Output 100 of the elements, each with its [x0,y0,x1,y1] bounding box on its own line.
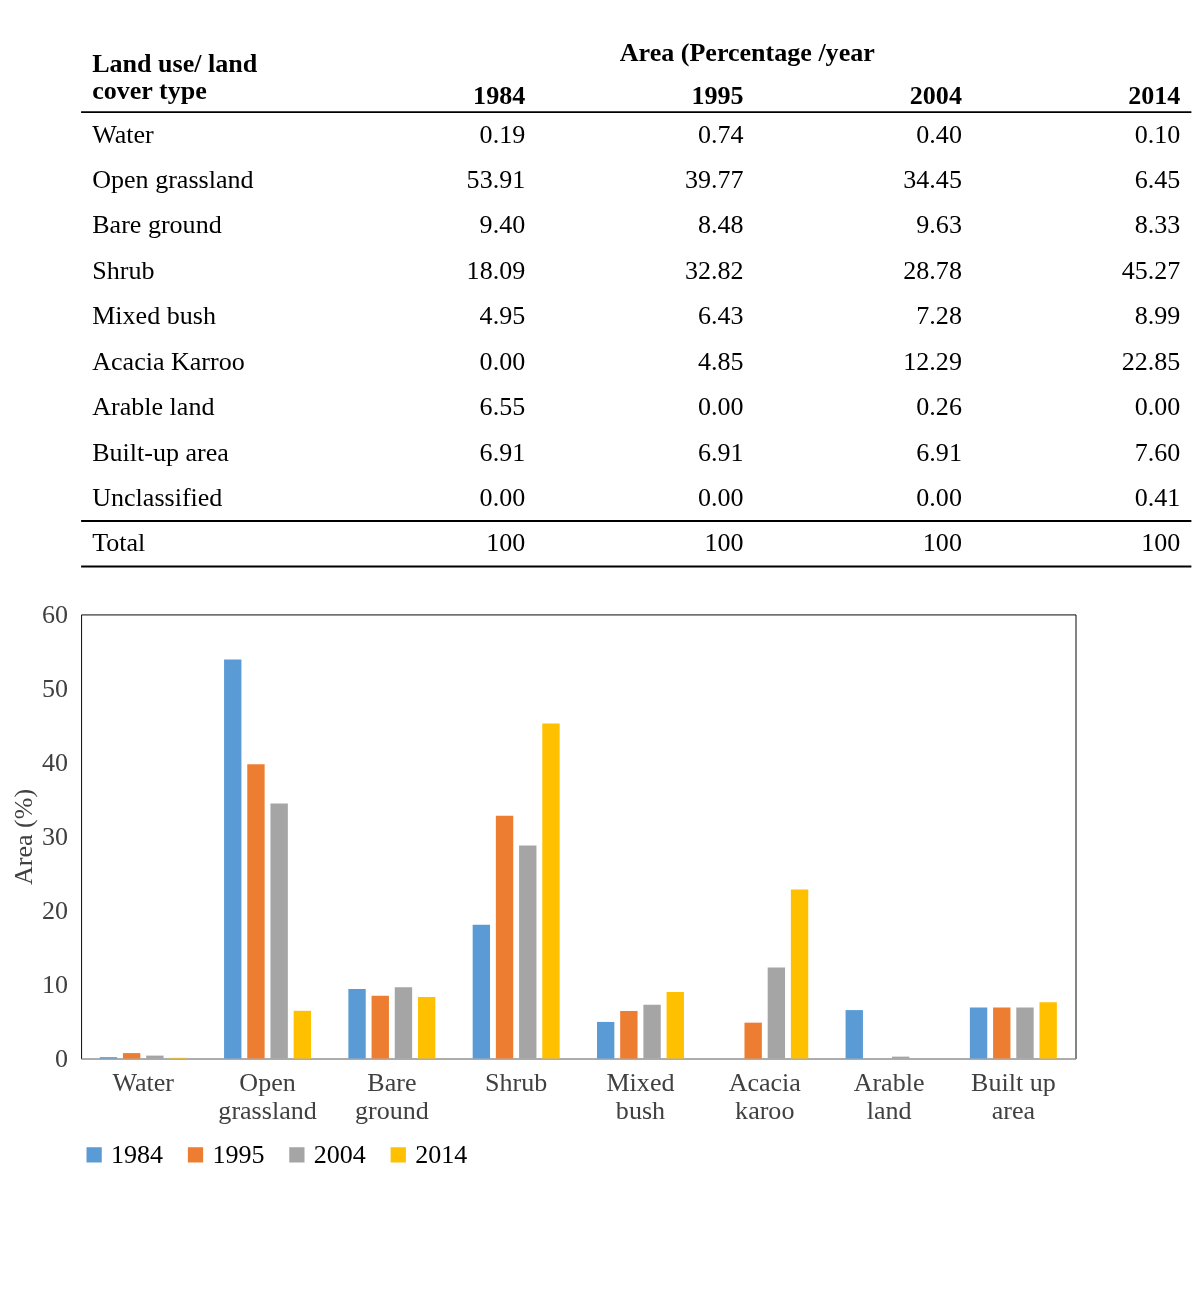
bar [1016,1007,1034,1059]
bar [417,996,436,1059]
bar [969,1007,988,1059]
data-label: 9.63 [916,210,962,240]
bar [643,1004,661,1059]
category-label: Built-up area [92,437,230,467]
bar [845,1010,863,1059]
data-label: 18.09 [466,255,526,285]
bar [122,1053,141,1059]
category-label: Bare ground [92,210,222,240]
y-tick-label: 0 [55,1043,69,1073]
x-tick-label: Open grassland [218,1067,317,1125]
bar [224,659,242,1059]
data-label: 0.41 [1134,483,1181,513]
x-tick-label: Mixed bush [606,1067,675,1125]
bar [666,992,684,1059]
bar [146,1055,164,1059]
data-label: 4.85 [697,346,744,376]
data-label: 45.27 [1121,255,1181,285]
data-label: 8.99 [1134,301,1181,331]
bar [519,845,537,1059]
data-label: 22.85 [1121,346,1181,376]
bar [542,723,560,1059]
data-label: 7.60 [1134,437,1181,467]
category-label: Total [92,528,146,558]
data-label: 100 [922,528,962,558]
data-label: 8.48 [697,210,744,240]
bar [790,889,809,1059]
x-tick-label: Shrub [485,1067,548,1097]
data-label: 6.91 [697,437,744,467]
data-label: 9.40 [479,210,526,240]
category-label: Open grassland [92,165,254,194]
category-label: Acacia Karroo [92,346,245,376]
bar [394,987,413,1059]
bar [348,988,366,1059]
data-label: 100 [486,528,526,558]
bar [620,1010,638,1059]
text: 1984 [473,80,526,110]
data-label: 0.00 [697,392,744,422]
y-tick-label: 10 [42,969,69,999]
data-label: 0.19 [479,119,526,149]
data-label: 39.77 [684,165,744,194]
legend-label: 1995 [212,1139,265,1169]
data-label: 32.82 [684,255,744,285]
bar [744,1022,762,1059]
bar [596,1021,615,1059]
legend-label: 1984 [111,1139,164,1169]
data-label: 53.91 [466,165,526,194]
x-tick-label: Water [112,1067,175,1097]
data-label: 12.29 [903,346,962,376]
category-label: Unclassified [92,483,223,513]
data-label: 6.45 [1134,165,1181,194]
x-tick-label: Arable land [853,1067,925,1125]
category-label: Mixed bush [92,301,216,331]
y-tick-label: 60 [42,599,69,629]
y-tick-label: 50 [42,673,69,703]
data-label: 6.43 [697,301,744,331]
bar [767,967,786,1059]
x-tick-label: Built up area [971,1067,1056,1125]
data-label: 4.95 [479,301,526,331]
y-tick-label: 40 [42,747,69,777]
data-label: 8.33 [1134,210,1181,240]
text: 1995 [691,80,744,110]
data-label: 0.00 [1134,392,1181,422]
bar [993,1007,1011,1059]
data-label: 6.91 [479,437,526,467]
data-label: 6.91 [916,437,962,467]
x-tick-label: Acacia karoo [728,1067,802,1125]
bar [247,764,265,1059]
data-label: 0.40 [916,119,962,149]
y-tick-label: 30 [42,821,69,851]
category-label: Arable land [92,392,215,422]
data-label: 0.26 [916,392,962,422]
data-label: 0.74 [697,119,744,149]
data-label: 0.00 [479,483,526,513]
data-label: 6.55 [479,392,526,422]
text: Area (Percentage /year [619,37,875,67]
x-tick-label: Bare ground [354,1067,429,1125]
data-label: 100 [1141,528,1181,558]
legend-label: 2004 [313,1139,366,1169]
bar [495,815,514,1059]
data-label: 0.00 [479,346,526,376]
data-label: 7.28 [916,301,962,331]
data-label: 100 [704,528,744,558]
category-label: Shrub [92,255,155,285]
data-label: 34.45 [903,165,962,194]
legend-label: 2014 [415,1139,468,1169]
y-axis-title: Area (%) [9,788,39,886]
data-label: 0.10 [1134,119,1181,149]
text: 2014 [1128,80,1181,110]
bar [1039,1002,1057,1059]
bar [472,924,491,1059]
text: Land use/ land cover type [92,49,258,106]
bar [371,995,389,1059]
category-label: Water [92,119,155,149]
text: 2004 [909,80,962,110]
bar [293,1010,312,1059]
bar [270,803,288,1059]
data-label: 0.00 [697,483,744,513]
y-tick-label: 20 [42,895,69,925]
